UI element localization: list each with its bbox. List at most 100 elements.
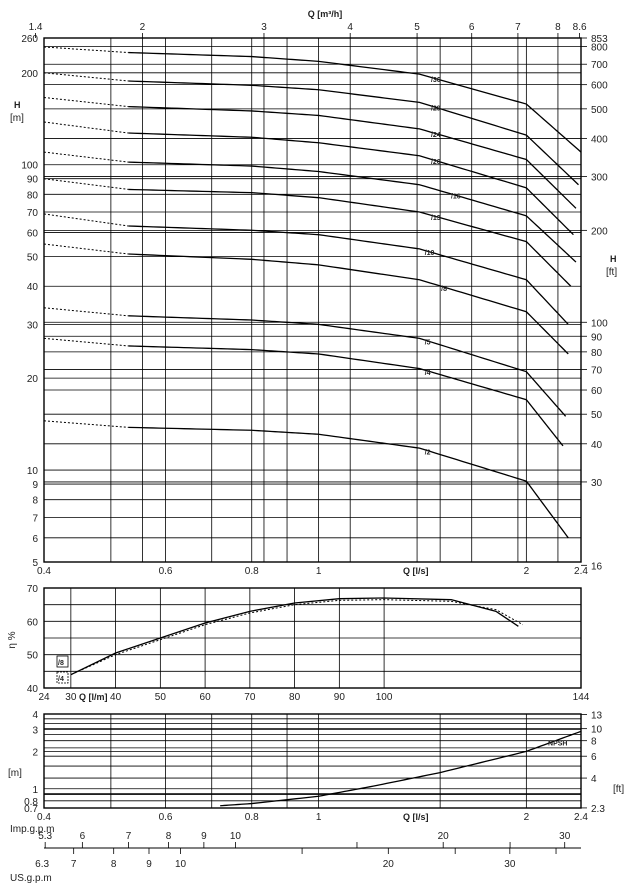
us-tick-label: 20 [383,859,395,870]
y-axis-unit: [m] [8,768,22,779]
us-tick-label: 30 [504,859,516,870]
curve-dotted-segment [43,121,129,134]
right-tick-label: 853 [591,34,608,45]
y-axis-unit: [m] [10,113,24,124]
y-axis-label: η % [7,631,18,648]
top-tick-label: 8.6 [573,22,587,33]
imp-gpm-label: Imp.g.p.m [10,824,54,835]
x-tick-label: 70 [244,692,256,703]
top-tick-label: 4 [347,22,353,33]
legend-label: /4 [58,676,64,683]
x-tick-label: 2.4 [574,566,588,577]
x-tick-label: 50 [155,692,167,703]
x-tick-label: 1 [316,812,322,823]
curve-label: /36 [431,77,441,84]
us-tick-label: 6.3 [35,859,49,870]
y-tick-label: 50 [27,651,39,662]
y-tick-label: 3 [32,726,38,737]
y-tick-label: 7 [32,513,38,524]
x-tick-label: 2 [524,812,530,823]
imp-tick-label: 8 [166,831,172,842]
curve-model-36 [128,51,582,153]
right-tick-label: 70 [591,366,603,377]
y-tick-label: 40 [27,282,39,293]
us-tick-label: 8 [111,859,117,870]
top-axis-label: Q [m³/h] [308,9,343,19]
x-tick-label: 0.4 [37,566,51,577]
x-tick-label: 0.8 [245,566,259,577]
curve-dotted-segment [43,46,129,54]
curve-dotted-segment [43,243,129,255]
legend-box [56,671,69,684]
right-tick-label: 800 [591,43,608,54]
plot-frame [43,713,582,809]
curve-dotted-segment [43,420,129,428]
curve-dotted-segment [43,307,129,317]
right-tick-label: 6 [591,752,597,763]
efficiency-curve-model-8 [70,597,519,676]
right-tick-label: 100 [591,318,608,329]
imp-tick-label: 10 [230,831,242,842]
right-tick-label: 700 [591,60,608,71]
y-tick-label: 5 [32,558,38,569]
y-tick-label: 70 [27,208,39,219]
x-tick-label: 40 [110,692,122,703]
x-tick-label: 0.4 [37,812,51,823]
x-tick-label: 144 [573,692,590,703]
legend-label: /8 [58,660,64,667]
y-tick-label: 260 [21,34,38,45]
curve-dotted-segment [43,178,129,190]
x-tick-label: 0.6 [159,566,173,577]
top-tick-label: 6 [469,22,475,33]
y-tick-label: 1 [32,785,38,796]
y-tick-label: 20 [27,374,39,385]
top-tick-label: 5 [414,22,420,33]
y-tick-label: 200 [21,69,38,80]
imp-tick-label: 6 [80,831,86,842]
top-tick-label: 1.4 [29,22,43,33]
right-axis-unit: [ft] [606,267,617,278]
right-tick-label: 16 [591,561,603,572]
head-chart: 56789102030405060708090100200260H[m]1630… [10,9,617,577]
curve-dotted-segment [43,72,129,82]
top-tick-label: 7 [515,22,521,33]
curve-dotted-segment [43,337,129,347]
x-tick-label: 2 [524,566,530,577]
efficiency-curve-model-4 [70,599,524,676]
y-tick-label: 8 [32,496,38,507]
right-tick-label: 13 [591,711,603,722]
x-axis-label: Q [l/s] [403,566,429,576]
curve-label: /5 [425,340,431,347]
us-tick-label: 9 [146,859,152,870]
right-tick-label: 500 [591,105,608,116]
y-tick-label: 10 [27,466,39,477]
right-tick-label: 600 [591,81,608,92]
x-tick-label: 80 [289,692,301,703]
y-tick-label: 0.7 [24,804,38,815]
x-tick-label: 24 [38,692,50,703]
right-tick-label: 40 [591,440,603,451]
right-tick-label: 200 [591,226,608,237]
right-tick-label: 80 [591,348,603,359]
plot-frame [43,587,582,689]
curve-label: /16 [451,194,461,201]
curve-label: /13 [431,215,441,222]
curve-model-2 [128,426,569,539]
curve-label: /29 [431,106,441,113]
npsh-curve [220,730,582,807]
plot-frame [43,37,582,563]
x-tick-label: 60 [200,692,212,703]
curve-label: /10 [425,250,435,257]
imp-tick-label: 20 [438,831,450,842]
imp-tick-label: 5.3 [38,831,52,842]
x-tick-label: 100 [376,692,393,703]
y-tick-label: 2 [32,747,38,758]
y-tick-label: 6 [32,534,38,545]
y-tick-label: 9 [32,480,38,491]
curve-dotted-segment [43,97,129,108]
curve-model-20 [128,132,574,236]
imp-tick-label: 7 [126,831,132,842]
right-tick-label: 2.3 [591,804,605,815]
y-tick-label: 40 [27,684,39,695]
